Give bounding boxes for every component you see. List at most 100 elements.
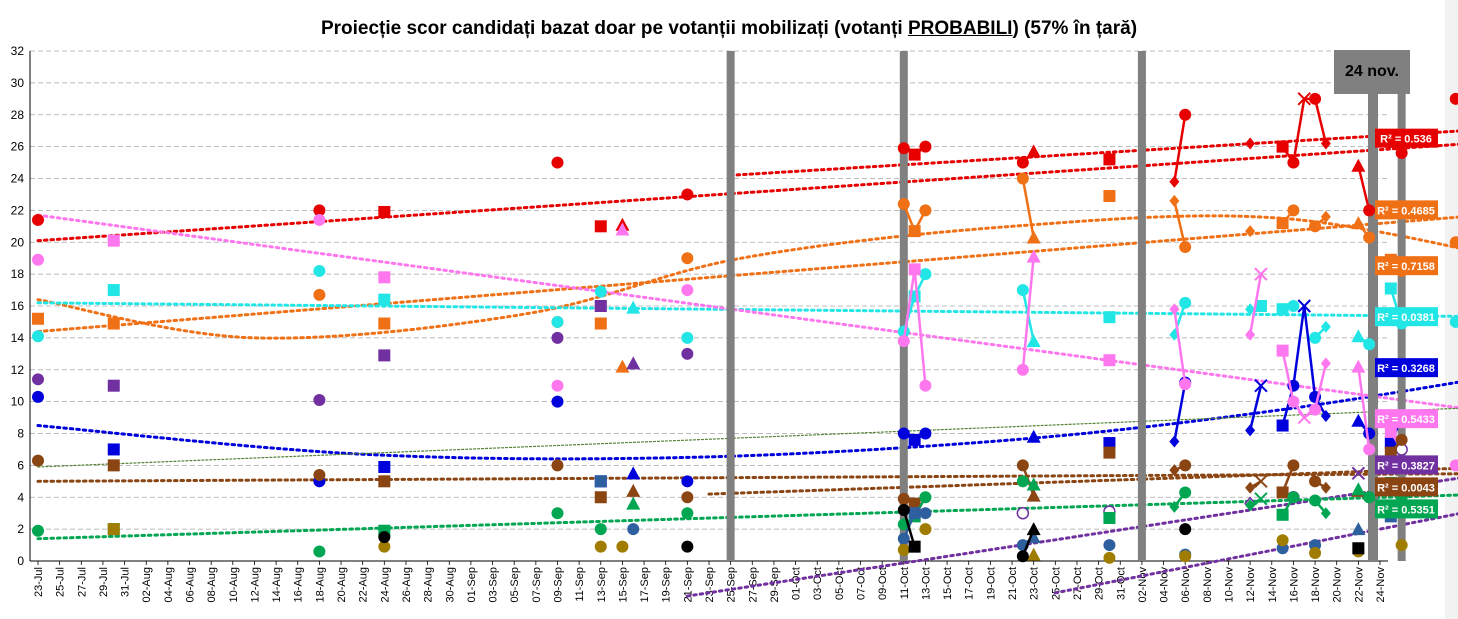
point-circle — [1309, 403, 1322, 416]
trendline — [1053, 512, 1458, 595]
point-cross — [1254, 267, 1268, 281]
point-square — [1384, 425, 1397, 438]
point-circle — [32, 213, 44, 226]
r2-label: R² = 0.3827 — [1375, 455, 1438, 475]
x-tick-label: 23-Jul — [33, 567, 45, 597]
y-tick-label: 16 — [11, 299, 25, 313]
x-tick-label: 29-Sep — [769, 567, 781, 602]
r2-label: R² = 0.0381 — [1375, 307, 1438, 327]
point-circle — [1287, 300, 1300, 312]
point-square — [378, 460, 391, 473]
y-tick-label: 2 — [17, 522, 24, 536]
point-cross-stroke — [1351, 466, 1366, 481]
point-square — [594, 317, 607, 330]
point-connector — [1248, 385, 1263, 431]
point-connector — [1173, 114, 1187, 182]
point-connector — [1173, 309, 1187, 385]
event-line — [1397, 51, 1406, 561]
y-tick-label: 20 — [11, 235, 25, 249]
x-tick-label: 23-Sep — [704, 567, 716, 602]
point-connector — [1248, 273, 1263, 335]
x-tick-label: 18-Nov — [1310, 567, 1322, 603]
trendline — [37, 407, 1458, 468]
point-connector — [1021, 256, 1035, 370]
point-circle — [1449, 236, 1458, 249]
point-circle — [1363, 427, 1376, 440]
point-triangle — [615, 222, 630, 236]
trendline — [36, 214, 1458, 340]
point-circle — [313, 468, 326, 481]
y-tick-label: 18 — [11, 267, 25, 281]
point-cross-stroke — [1297, 410, 1311, 425]
point-diamond — [1169, 464, 1180, 477]
point-circle — [681, 507, 694, 520]
point-circle — [1103, 551, 1116, 564]
x-tick-label: 02-Aug — [141, 567, 153, 602]
point-square — [594, 491, 607, 504]
x-tick-label: 24-Nov — [1375, 567, 1387, 603]
point-square — [107, 523, 120, 536]
x-tick-label: 11-Oct — [899, 567, 911, 599]
point-circle — [1276, 534, 1289, 547]
r2-label-text: R² = 0.7158 — [1377, 261, 1435, 273]
x-tick-label: 09-Sep — [552, 567, 564, 602]
point-circle — [681, 284, 694, 297]
point-triangle — [1026, 488, 1041, 502]
x-tick-label: 05-Sep — [509, 567, 521, 602]
trendline — [36, 142, 1458, 243]
trendline — [36, 380, 1458, 461]
x-tick-label: 25-Jul — [55, 567, 67, 597]
point-circle — [551, 395, 564, 408]
y-tick-label: 8 — [17, 427, 24, 441]
point-circle — [313, 213, 326, 226]
r2-label-text: R² = 0.3268 — [1377, 363, 1435, 375]
point-triangle — [1351, 413, 1366, 427]
point-cross-stroke — [1254, 378, 1268, 393]
point-circle — [1179, 459, 1192, 472]
point-square — [1276, 303, 1289, 316]
point-cross — [1351, 466, 1366, 481]
r2-label-box — [1375, 409, 1438, 429]
point-circle — [897, 142, 910, 155]
point-diamond — [1245, 328, 1256, 341]
r2-label-text: R² = 0.4685 — [1377, 205, 1435, 217]
point-triangle — [1026, 429, 1041, 443]
point-triangle — [1351, 482, 1366, 496]
point-connector — [1281, 350, 1295, 402]
point-square — [908, 148, 921, 161]
y-tick-label: 22 — [11, 203, 25, 217]
x-tick-label: 16-Nov — [1288, 567, 1300, 603]
x-tick-label: 18-Aug — [314, 567, 326, 602]
x-tick-label: 20-Nov — [1332, 567, 1344, 603]
point-circle — [313, 204, 326, 217]
point-circle — [1016, 363, 1029, 376]
x-tick-label: 27-Jul — [76, 567, 88, 597]
event-line — [1137, 51, 1146, 561]
point-square — [1254, 300, 1267, 312]
x-tick-label: 08-Nov — [1202, 567, 1214, 603]
point-circle — [1449, 459, 1458, 472]
point-square — [1103, 446, 1116, 459]
r2-label: R² = 0.7158 — [1375, 256, 1438, 276]
point-circle — [1016, 284, 1029, 297]
point-circle — [681, 347, 694, 360]
y-tick-label: 4 — [17, 490, 24, 504]
point-circle — [32, 524, 44, 537]
point-circle — [313, 264, 326, 277]
x-tick-label: 19-Oct — [985, 567, 997, 600]
point-circle — [32, 253, 44, 266]
point-square — [378, 293, 391, 306]
point-triangle — [1026, 334, 1041, 348]
r2-label-box — [1375, 128, 1438, 148]
point-diamond — [1245, 137, 1256, 150]
point-square — [1103, 354, 1116, 367]
point-circle — [594, 285, 607, 298]
point-cross — [1254, 378, 1268, 393]
point-circle — [32, 454, 44, 467]
trendline — [36, 213, 1458, 410]
point-square — [908, 540, 921, 553]
point-triangle — [1026, 547, 1041, 561]
r2-label-text: R² = 0.5351 — [1377, 504, 1435, 516]
point-connector — [902, 509, 916, 548]
x-tick-label: 17-Sep — [639, 567, 651, 602]
